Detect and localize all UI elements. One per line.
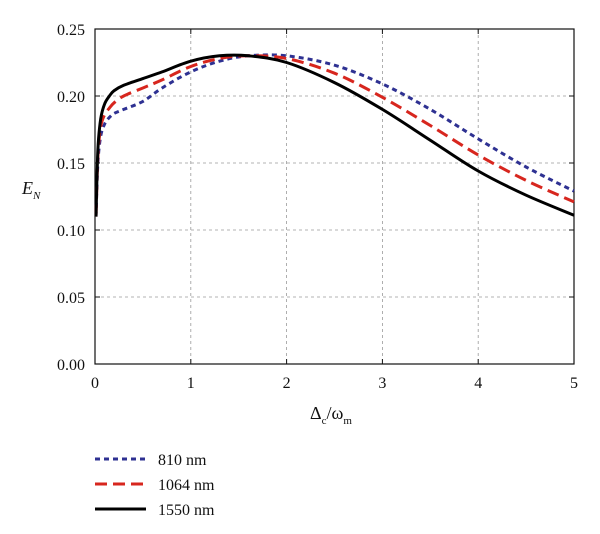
- y-tick-label: 0.15: [57, 156, 85, 173]
- series-line: [94, 53, 575, 217]
- y-tick-label: 0.05: [57, 290, 85, 307]
- series-line: [94, 53, 575, 217]
- y-tick-label: 0.00: [57, 357, 85, 374]
- legend-label: 810 nm: [158, 452, 207, 469]
- x-tick-label: 2: [283, 375, 291, 392]
- x-tick-label: 5: [570, 375, 578, 392]
- x-tick-label: 1: [187, 375, 195, 392]
- legend-label: 1064 nm: [158, 477, 215, 494]
- legend-label: 1550 nm: [158, 502, 215, 519]
- legend: 810 nm 1064 nm 1550 nm: [95, 452, 215, 519]
- y-tick-label: 0.10: [57, 223, 85, 240]
- x-axis-label: Δc/ωm: [310, 403, 352, 427]
- y-axis-label: EN: [21, 178, 41, 202]
- grid-lines: [95, 29, 574, 364]
- series-line: [94, 54, 575, 217]
- x-tick-label: 0: [91, 375, 99, 392]
- plot-frame: [94, 28, 575, 365]
- series-layer: [94, 53, 575, 217]
- y-tick-label: 0.25: [57, 22, 85, 39]
- x-tick-label: 4: [474, 375, 482, 392]
- x-tick-label: 3: [378, 375, 386, 392]
- axis-ticks: 0 1 2 3 4 5 0.00 0.05 0.10 0.15 0.20 0.25: [57, 22, 578, 392]
- y-tick-label: 0.20: [57, 89, 85, 106]
